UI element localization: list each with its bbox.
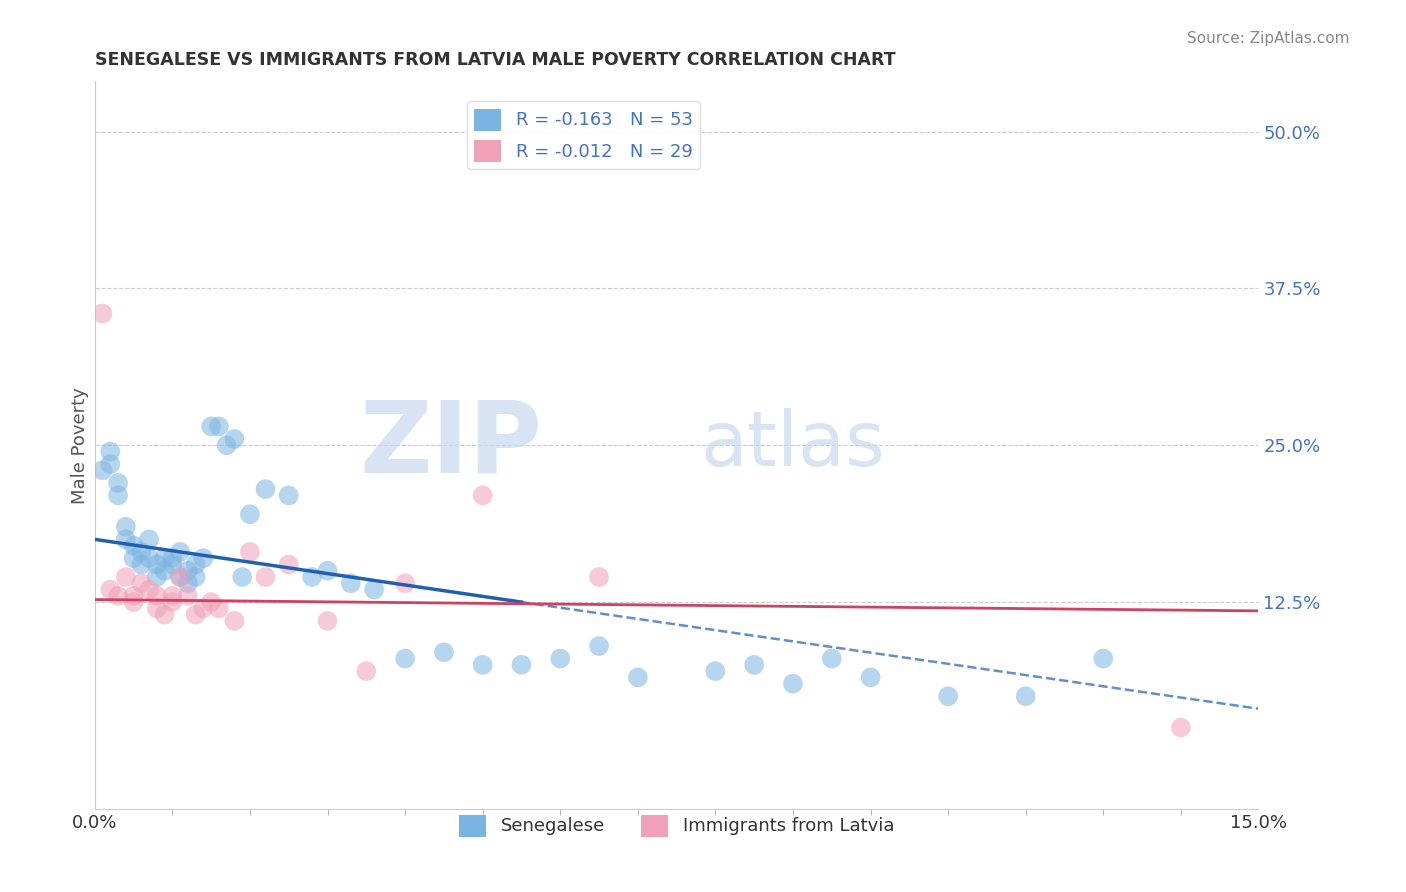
Point [98,457,121,471]
Point [742,657,765,672]
Point [169,545,191,559]
Point [131,576,153,591]
Point [231,570,253,584]
Point [254,482,277,496]
Point [184,570,207,584]
Point [1015,689,1038,703]
Text: ZIP: ZIP [360,397,543,494]
Point [239,545,262,559]
Point [224,614,246,628]
Point [394,651,416,665]
Point [114,570,136,584]
Point [200,419,222,434]
Text: SENEGALESE VS IMMIGRANTS FROM LATVIA MALE POVERTY CORRELATION CHART: SENEGALESE VS IMMIGRANTS FROM LATVIA MAL… [94,51,896,69]
Point [254,570,277,584]
Point [184,558,207,572]
Point [340,576,363,591]
Point [146,558,169,572]
Point [169,570,191,584]
Point [131,545,153,559]
Point [316,564,339,578]
Point [122,589,145,603]
Point [363,582,385,597]
Point [153,551,176,566]
Point [153,607,176,622]
Point [91,463,114,477]
Point [162,551,184,566]
Text: atlas: atlas [700,409,886,483]
Point [122,539,145,553]
Point [114,533,136,547]
Point [704,664,727,678]
Point [239,508,262,522]
Legend: Senegalese, Immigrants from Latvia: Senegalese, Immigrants from Latvia [451,807,901,844]
Point [859,670,882,684]
Point [821,651,844,665]
Point [936,689,959,703]
Point [146,601,169,615]
Point [138,533,160,547]
Point [107,488,129,502]
Point [122,551,145,566]
Point [131,558,153,572]
Point [138,551,160,566]
Point [433,645,456,659]
Point [200,595,222,609]
Point [114,520,136,534]
Point [184,607,207,622]
Point [588,570,610,584]
Point [627,670,650,684]
Point [98,444,121,458]
Point [153,564,176,578]
Point [91,306,114,320]
Point [98,582,121,597]
Point [107,475,129,490]
Point [208,601,231,615]
Point [208,419,231,434]
Point [356,664,378,678]
Point [471,657,494,672]
Point [177,589,200,603]
Point [394,576,416,591]
Point [107,589,129,603]
Point [177,564,200,578]
Point [1092,651,1115,665]
Point [471,488,494,502]
Point [122,595,145,609]
Point [177,576,200,591]
Point [277,488,299,502]
Point [316,614,339,628]
Point [146,570,169,584]
Point [138,582,160,597]
Text: Source: ZipAtlas.com: Source: ZipAtlas.com [1187,31,1350,46]
Point [510,657,533,672]
Point [162,595,184,609]
Point [301,570,323,584]
Point [169,570,191,584]
Point [193,601,215,615]
Point [1170,721,1192,735]
Point [162,558,184,572]
Point [193,551,215,566]
Point [162,589,184,603]
Point [782,676,804,690]
Point [588,639,610,653]
Point [146,589,169,603]
Point [277,558,299,572]
Point [215,438,238,452]
Point [548,651,571,665]
Point [224,432,246,446]
Y-axis label: Male Poverty: Male Poverty [72,387,89,504]
